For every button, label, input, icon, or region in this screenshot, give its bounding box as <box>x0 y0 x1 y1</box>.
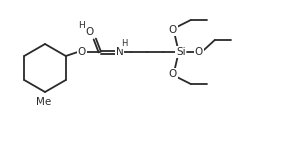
Text: O: O <box>86 27 94 37</box>
Text: O: O <box>78 47 86 57</box>
Text: O: O <box>169 25 177 35</box>
Text: H: H <box>78 22 85 31</box>
Text: H: H <box>122 39 128 49</box>
Text: Me: Me <box>37 97 52 107</box>
Text: O: O <box>195 47 203 57</box>
Text: O: O <box>169 69 177 79</box>
Text: N: N <box>116 47 124 57</box>
Text: Si: Si <box>176 47 186 57</box>
